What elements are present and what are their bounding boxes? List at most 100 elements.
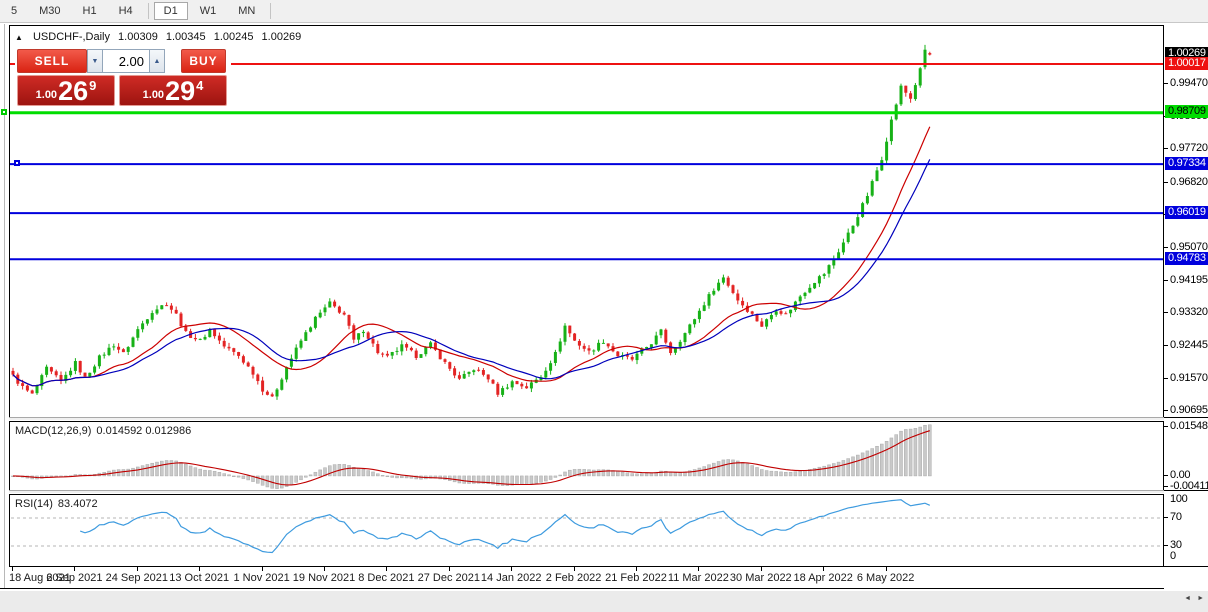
chart-window: ▲ USDCHF-,Daily 1.00309 1.00345 1.00245 … [0, 23, 1208, 593]
macd-panel[interactable]: MACD(12,26,9) 0.014592 0.012986 [9, 421, 1164, 491]
timeframe-button-h1[interactable]: H1 [82, 5, 97, 17]
timeframe-button-mn[interactable]: MN [238, 5, 256, 17]
timeframe-button-5[interactable]: 5 [11, 5, 18, 17]
price-tick-label: 0.92445 [1170, 339, 1208, 352]
one-click-trading-widget: SELL ▼ ▲ BUY 1.00 26 9 1.00 29 4 [15, 47, 231, 108]
ohlc-high: 1.00345 [165, 31, 206, 43]
panel-splitter[interactable] [9, 490, 1164, 493]
price-tick-label: 0.99470 [1170, 76, 1208, 89]
panel-splitter[interactable] [9, 417, 1164, 420]
rsi-axis-label: 100 [1170, 492, 1188, 505]
date-axis[interactable]: 18 Aug 2021 6 Sep 2021 24 Sep 2021 13 Oct 2… [9, 567, 1164, 588]
date-label: 6 May 2022 [856, 572, 915, 584]
macd-values: 0.014592 0.012986 [96, 425, 192, 437]
date-tick-mark [885, 567, 887, 571]
volume-increase-button[interactable]: ▲ [149, 49, 165, 73]
date-tick-mark [74, 567, 76, 571]
price-tick-mark [1164, 82, 1168, 84]
rsi-value: 83.4072 [57, 498, 98, 510]
date-tick-mark [136, 567, 138, 571]
ohlc-low: 1.00245 [213, 31, 254, 43]
chart-symbol-label: USDCHF-,Daily [32, 31, 110, 43]
timeframe-button-h4[interactable]: H4 [118, 5, 133, 17]
price-scale[interactable]: 0.994700.985950.977200.968200.959450.950… [1164, 23, 1208, 591]
price-tick-mark [1164, 181, 1168, 183]
macd-canvas[interactable] [10, 422, 1163, 490]
rsi-name: RSI(14) [15, 498, 53, 510]
date-label: 13 Oct 2021 [169, 572, 230, 584]
price-panel[interactable]: ▲ USDCHF-,Daily 1.00309 1.00345 1.00245 … [9, 25, 1164, 418]
tab-scroll-right-icon[interactable]: ► [1197, 595, 1206, 602]
date-label: 6 Sep 2021 [46, 572, 103, 584]
buy-button[interactable]: BUY [181, 49, 226, 73]
sell-price-prefix: 1.00 [35, 89, 58, 101]
date-tick-mark [573, 567, 575, 571]
blue-line-handle[interactable] [14, 160, 20, 166]
price-tick-label: 0.90695 [1170, 404, 1208, 417]
macd-name: MACD(12,26,9) [15, 425, 92, 437]
date-label: 30 Mar 2022 [729, 572, 792, 584]
timeframe-button-m30[interactable]: M30 [39, 5, 61, 17]
rsi-tick-mark [1164, 544, 1168, 546]
date-tick-mark [511, 567, 513, 571]
price-tick-mark [1164, 377, 1168, 379]
date-label: 27 Dec 2021 [417, 572, 480, 584]
macd-axis-label: 0.00 [1170, 468, 1191, 481]
collapse-arrow-icon: ▲ [15, 33, 23, 42]
price-tick-label: 0.96820 [1170, 175, 1208, 188]
sell-price-display[interactable]: 1.00 26 9 [17, 75, 115, 106]
volume-decrease-button[interactable]: ▼ [87, 49, 103, 73]
buy-price-prefix: 1.00 [142, 89, 165, 101]
date-tick-mark [636, 567, 637, 571]
ohlc-close: 1.00269 [261, 31, 302, 43]
sell-price-pipette: 9 [89, 78, 97, 93]
price-tick-mark [1164, 279, 1168, 281]
buy-price-pips: 29 [165, 76, 196, 106]
date-tick-mark [386, 567, 388, 571]
moving-average-slow [12, 159, 931, 387]
arrow-up-icon: ▲ [153, 57, 161, 65]
date-label: 14 Jan 2022 [480, 572, 542, 584]
toolbar-separator [147, 3, 149, 19]
level-price-badge: 0.94783 [1165, 251, 1208, 265]
rsi-panel[interactable]: RSI(14) 83.4072 [9, 494, 1164, 567]
macd-tick-mark [1164, 474, 1168, 476]
date-tick-mark [324, 567, 325, 571]
date-label: 21 Feb 2022 [605, 572, 667, 584]
price-tick-label: 0.91570 [1170, 371, 1208, 384]
timeframe-button-w1[interactable]: W1 [199, 5, 217, 17]
rsi-line [79, 499, 931, 554]
price-tick-mark [1164, 345, 1168, 347]
rsi-canvas[interactable] [10, 495, 1163, 566]
macd-tick-mark [1164, 425, 1168, 427]
scale-separator [1164, 417, 1208, 418]
macd-signal-line [12, 430, 930, 486]
scale-separator [1164, 490, 1208, 491]
chart-tabs-bar: ◄ ► [0, 591, 1208, 612]
timeframe-button-d1[interactable]: D1 [153, 2, 188, 20]
rsi-axis-label: 30 [1170, 538, 1182, 551]
buy-price-pipette: 4 [196, 78, 204, 93]
macd-label: MACD(12,26,9) 0.014592 0.012986 [15, 425, 196, 437]
date-label: 11 Mar 2022 [667, 572, 729, 584]
macd-axis-label: -0.004117 [1170, 479, 1208, 492]
price-chart-canvas[interactable] [10, 26, 1163, 417]
date-tick-mark [448, 567, 450, 571]
date-tick-mark [12, 567, 13, 571]
date-tick-mark [698, 567, 700, 571]
toolbar-separator [270, 3, 272, 19]
macd-tick-mark [1164, 485, 1168, 487]
volume-input[interactable] [103, 49, 149, 73]
level-price-badge: 1.00017 [1165, 56, 1208, 70]
buy-price-display[interactable]: 1.00 29 4 [119, 75, 227, 106]
sell-button[interactable]: SELL [17, 49, 87, 73]
date-label: 8 Dec 2021 [358, 572, 415, 584]
green-line-handle[interactable] [1, 109, 7, 115]
price-tick-mark [1164, 410, 1168, 412]
tab-scroll-left-icon[interactable]: ◄ [1184, 595, 1194, 602]
sell-price-pips: 26 [58, 76, 89, 106]
date-tick-mark [760, 567, 762, 571]
rsi-tick-mark [1164, 516, 1168, 518]
rsi-axis-label: 0 [1170, 549, 1176, 562]
